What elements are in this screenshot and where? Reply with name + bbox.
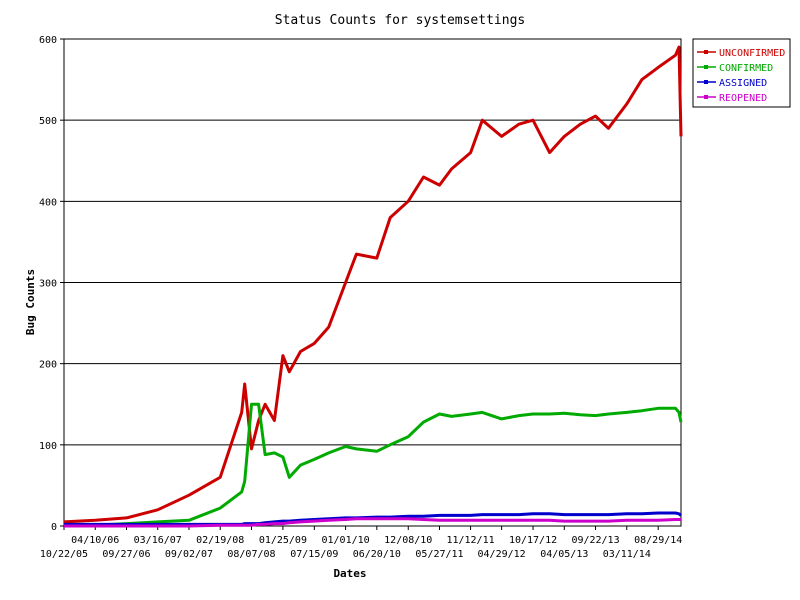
grid-lines — [64, 119, 681, 446]
series-line-reopened — [64, 517, 681, 528]
x-tick-label: 09/27/06 — [102, 549, 150, 560]
y-tick-label: 500 — [39, 116, 57, 127]
x-tick-label: 11/12/11 — [446, 535, 494, 546]
series-lines — [63, 45, 683, 528]
series-line-confirmed — [63, 402, 683, 528]
x-axis: 04/10/06 03/16/07 02/19/08 01/25/09 01/01/10… — [40, 526, 682, 560]
legend-marker — [704, 95, 708, 99]
x-tick-label: 05/27/11 — [415, 549, 463, 560]
x-tick-label: 10/17/12 — [509, 535, 557, 546]
y-axis: 0 100 200 300 400 500 600 — [39, 35, 64, 533]
x-tick-label: 08/07/08 — [227, 549, 275, 560]
x-tick-label: 06/20/10 — [353, 549, 401, 560]
x-tick-label: 03/11/14 — [603, 549, 651, 560]
legend-label: UNCONFIRMED — [719, 48, 785, 59]
y-tick-label: 600 — [39, 35, 57, 46]
x-tick-label: 01/25/09 — [259, 535, 307, 546]
x-tick-label: 09/02/07 — [165, 549, 213, 560]
x-tick-label: 04/05/13 — [540, 549, 588, 560]
x-tick-label: 12/08/10 — [384, 535, 432, 546]
y-tick-label: 0 — [51, 522, 57, 533]
x-tick-label: 07/15/09 — [290, 549, 338, 560]
series-line-unconfirmed — [63, 45, 683, 524]
y-tick-label: 300 — [39, 279, 57, 290]
x-tick-label: 08/29/14 — [634, 535, 682, 546]
legend: UNCONFIRMED CONFIRMED ASSIGNED REOPENED — [692, 38, 791, 108]
legend-marker — [704, 50, 708, 54]
x-axis-label: Dates — [333, 567, 366, 580]
legend-label: REOPENED — [719, 93, 767, 104]
x-tick-label: 03/16/07 — [134, 535, 182, 546]
y-tick-label: 200 — [39, 360, 57, 371]
y-axis-label: Bug Counts — [24, 269, 37, 335]
x-tick-label: 02/19/08 — [196, 535, 244, 546]
legend-label: CONFIRMED — [719, 63, 773, 74]
legend-marker — [704, 65, 708, 69]
x-tick-label: 10/22/05 — [40, 549, 88, 560]
y-tick-label: 100 — [39, 441, 57, 452]
legend-label: ASSIGNED — [719, 78, 767, 89]
chart-title: Status Counts for systemsettings — [275, 13, 525, 28]
x-tick-label: 09/22/13 — [571, 535, 619, 546]
legend-box — [692, 38, 791, 108]
x-tick-label: 04/10/06 — [71, 535, 119, 546]
y-tick-label: 400 — [39, 197, 57, 208]
legend-marker — [704, 80, 708, 84]
x-tick-label: 01/01/10 — [321, 535, 369, 546]
x-tick-label: 04/29/12 — [478, 549, 526, 560]
